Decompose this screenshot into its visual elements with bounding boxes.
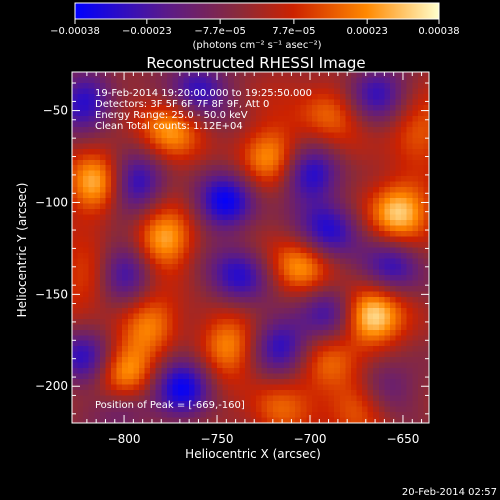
heatmap-image bbox=[72, 72, 429, 423]
colorbar-tick-label: 0.00038 bbox=[418, 26, 459, 37]
colorbar-tick-label: 0.00023 bbox=[346, 26, 387, 37]
y-tick-label: −100 bbox=[35, 195, 68, 209]
y-tick-label: −150 bbox=[35, 287, 68, 301]
colorbar-units: (photons cm⁻² s⁻¹ asec⁻²) bbox=[192, 40, 321, 51]
timestamp: 20-Feb-2014 02:57 bbox=[402, 487, 497, 498]
info-line-1: Detectors: 3F 5F 6F 7F 8F 9F, Att 0 bbox=[95, 99, 269, 110]
heatmap bbox=[72, 72, 429, 423]
observation-info: 19-Feb-2014 19:20:00.000 to 19:25:50.000… bbox=[95, 88, 312, 132]
x-axis-label: Heliocentric X (arcsec) bbox=[185, 447, 321, 461]
y-tick-label: −200 bbox=[35, 379, 68, 393]
info-line-0: 19-Feb-2014 19:20:00.000 to 19:25:50.000 bbox=[95, 88, 312, 99]
colorbar-ticks: −0.00038 −0.00023 −7.7e−05 7.7e−05 0.00023 0.… bbox=[50, 19, 460, 37]
colorbar-tick-label: −7.7e−05 bbox=[194, 26, 246, 37]
axes: −800 −750 −700 −650 −50 −100 −150 −200 bbox=[35, 71, 430, 446]
colorbar-tick-label: 7.7e−05 bbox=[272, 26, 315, 37]
chart-title: Reconstructed RHESSI Image bbox=[146, 54, 365, 72]
colorbar: −0.00038 −0.00023 −7.7e−05 7.7e−05 0.00023 0.… bbox=[50, 2, 460, 51]
colorbar-tick-label: −0.00038 bbox=[50, 26, 100, 37]
peak-position-label: Position of Peak = [-669,-160] bbox=[95, 400, 245, 411]
info-line-2: Energy Range: 25.0 - 50.0 keV bbox=[95, 110, 248, 121]
y-tick-label: −50 bbox=[43, 104, 68, 118]
info-line-3: Clean Total counts: 1.12E+04 bbox=[95, 121, 243, 132]
x-tick-label: −800 bbox=[108, 432, 141, 446]
y-axis-label: Heliocentric Y (arcsec) bbox=[15, 183, 29, 318]
x-tick-label: −750 bbox=[201, 432, 234, 446]
x-tick-label: −650 bbox=[386, 432, 419, 446]
plot-frame bbox=[71, 71, 430, 424]
x-tick-label: −700 bbox=[294, 432, 327, 446]
colorbar-tick-label: −0.00023 bbox=[122, 26, 172, 37]
colorbar-gradient bbox=[74, 2, 440, 20]
